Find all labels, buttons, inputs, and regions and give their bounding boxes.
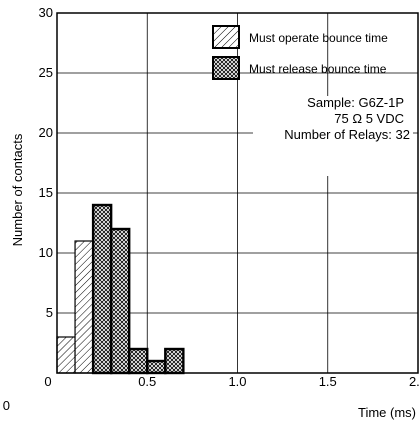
y-tick-label: 25 (39, 65, 53, 80)
y-tick-label: 30 (39, 5, 53, 20)
release-bar (164, 347, 185, 375)
plot-frame (56, 12, 419, 374)
y-tick-label: 20 (39, 125, 53, 140)
y-axis-label: Number of contacts (10, 133, 25, 246)
y-tick-label: 15 (39, 185, 53, 200)
release-bar (146, 359, 167, 375)
operate-bar (56, 336, 76, 374)
x-tick-label: 2.0 (409, 374, 419, 389)
x-axis-label: Time (ms) (358, 405, 416, 420)
x-tick-label: 1.0 (228, 374, 246, 389)
operate-bar (74, 240, 94, 374)
y-tick-label: 5 (46, 305, 53, 320)
x-origin-label: 0 (44, 374, 51, 389)
annotation-relays: Number of Relays: 32 (284, 127, 410, 142)
legend-label-operate: Must operate bounce time (249, 31, 388, 45)
annotation-rating: 75 Ω 5 VDC (334, 111, 404, 126)
release-bar (127, 347, 149, 375)
y-tick-label: 10 (39, 245, 53, 260)
legend-swatch-operate (212, 25, 240, 49)
annotation-sample: Sample: G6Z-1P (307, 95, 404, 110)
release-bar (109, 227, 131, 375)
release-bars (91, 203, 185, 375)
sample-annotation: Sample: G6Z-1P 75 Ω 5 VDC Number of Rela… (253, 95, 413, 176)
legend: Must operate bounce time Must release bo… (212, 25, 388, 80)
x-tick-label: 1.5 (319, 374, 337, 389)
legend-label-release: Must release bounce time (249, 62, 387, 76)
axis-ticks: 5 10 15 20 25 30 0.5 1.0 1.5 2.0 (39, 5, 419, 389)
x-tick-label: 0.5 (138, 374, 156, 389)
legend-swatch-release (212, 56, 240, 80)
release-bar (91, 203, 113, 375)
bottom-left-label: 0 (3, 398, 10, 413)
